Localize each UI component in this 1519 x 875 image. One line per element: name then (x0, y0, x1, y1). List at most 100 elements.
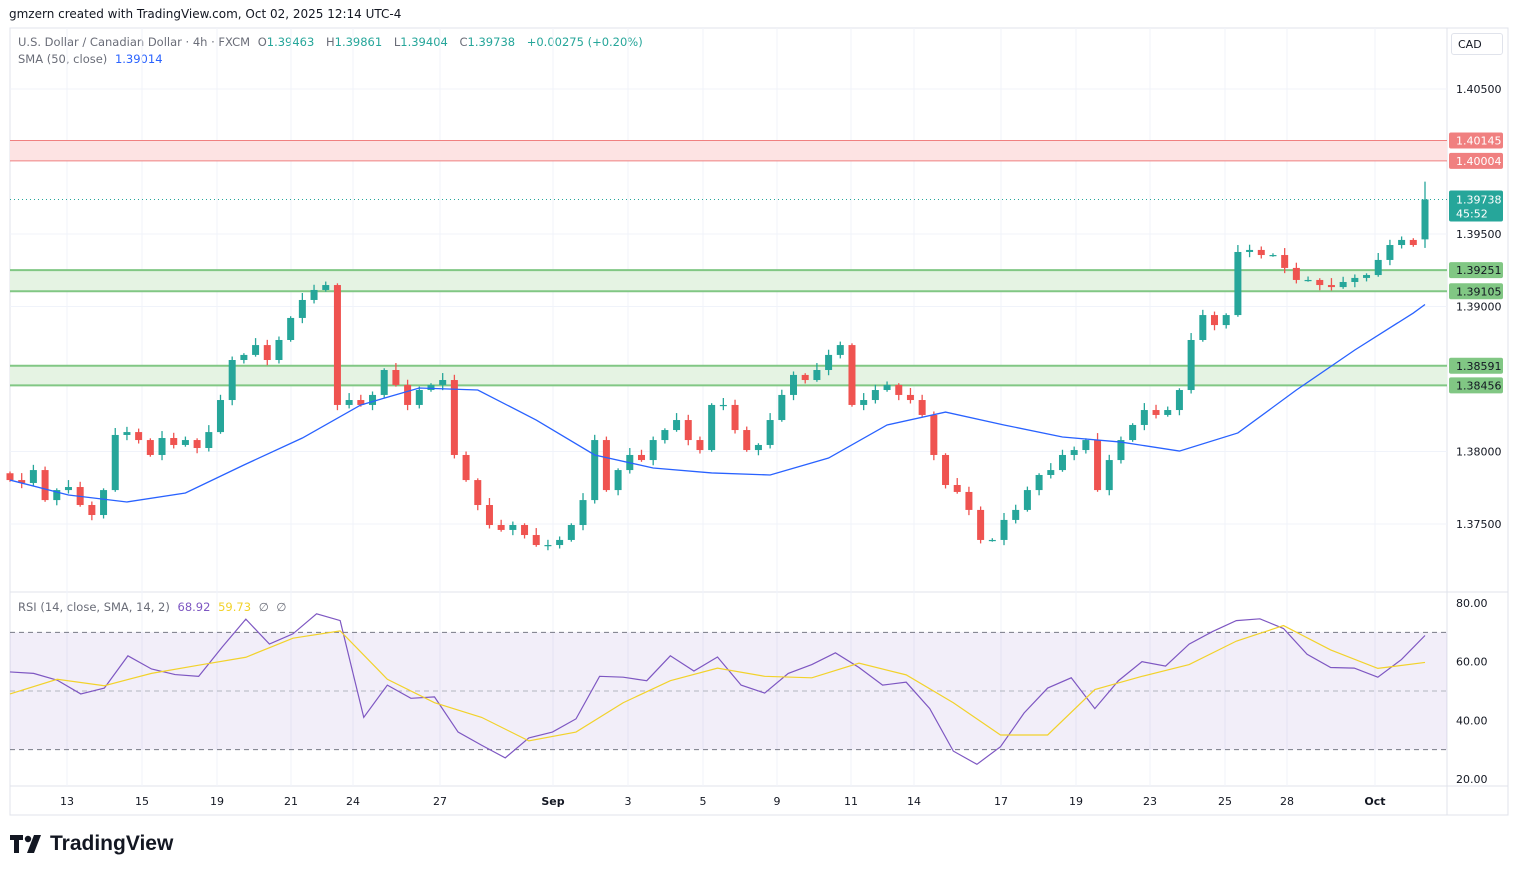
candle-body (216, 400, 224, 433)
candle-body (848, 345, 856, 405)
rsi-sma-value: 59.73 (218, 600, 252, 614)
time-axis-label: 17 (994, 795, 1008, 808)
candle-body (1058, 454, 1066, 471)
candle (1152, 404, 1160, 419)
candle-body (88, 505, 96, 516)
candle-body (1386, 245, 1394, 260)
candle (76, 481, 84, 507)
candle-body (1070, 450, 1078, 455)
candle (918, 394, 926, 417)
candle-body (673, 420, 681, 431)
candle-body (111, 434, 119, 491)
candle (637, 449, 645, 462)
candle-body (942, 454, 950, 485)
candle (684, 414, 692, 446)
candle-body (731, 404, 739, 431)
sma-label[interactable]: SMA (50, close) (18, 52, 108, 66)
support-price-tag (1449, 357, 1503, 374)
candle-body (322, 285, 330, 290)
candle-body (357, 400, 365, 405)
candle (1082, 438, 1090, 454)
chart-credit: gmzern created with TradingView.com, Oct… (9, 7, 402, 21)
time-axis-label: 24 (346, 795, 360, 808)
sma-value: 1.39014 (114, 52, 163, 66)
candle (111, 428, 119, 492)
candle (942, 453, 950, 489)
time-axis-label: 11 (844, 795, 858, 808)
candle-body (404, 384, 412, 405)
candle (1339, 276, 1347, 289)
candle-body (263, 345, 271, 361)
candle-body (649, 440, 657, 461)
candle (1058, 449, 1066, 472)
chart-frame (9, 27, 1509, 816)
candle (1175, 388, 1183, 416)
sma-legend: SMA (50, close) 1.39014 (18, 52, 167, 66)
bar-countdown: 45:52 (1456, 207, 1488, 220)
candle-body (333, 285, 341, 405)
candle (193, 438, 201, 454)
candle (88, 501, 96, 521)
candle (649, 436, 657, 466)
candle (1140, 403, 1148, 431)
candle (778, 389, 786, 422)
rsi-sma-line (9, 624, 1426, 742)
candle-body (567, 525, 575, 540)
time-axis-label: 5 (700, 795, 707, 808)
candle-body (1000, 519, 1008, 540)
candle (64, 480, 72, 494)
candle-body (1339, 281, 1347, 288)
candle-body (766, 420, 774, 445)
candle-body (439, 380, 447, 385)
candle (216, 394, 224, 434)
candle (673, 413, 681, 432)
candle-body (123, 432, 131, 435)
candle-body (1257, 249, 1265, 256)
candle-body (252, 345, 260, 355)
time-axis-label: 3 (625, 795, 632, 808)
candle (602, 436, 610, 492)
time-axis-label: 21 (284, 795, 298, 808)
rsi-null-2: ∅ (276, 600, 287, 614)
candle-body (965, 491, 973, 510)
candle (567, 523, 575, 542)
symbol-title[interactable]: U.S. Dollar / Canadian Dollar · 4h · FXC… (18, 35, 251, 49)
candle (1129, 423, 1137, 442)
candle (100, 488, 108, 519)
support-price-tag-text: 1.39251 (1456, 264, 1502, 277)
currency-button[interactable]: CAD (1451, 33, 1503, 55)
ohlc-high-value: 1.39861 (334, 35, 383, 49)
candle-body (1082, 440, 1090, 451)
candle (731, 399, 739, 434)
candle (427, 383, 435, 392)
ohlc-low: L1.39404 (394, 35, 452, 49)
ohlc-close-value: 1.39738 (467, 35, 516, 49)
sma-line (9, 303, 1426, 503)
candle (462, 451, 470, 482)
last-price-value: 1.39738 (1456, 193, 1502, 206)
price-axis-label: 1.38000 (1456, 446, 1502, 459)
candle (930, 411, 938, 461)
time-axis-label: 14 (907, 795, 921, 808)
tradingview-logo[interactable]: TradingView (10, 832, 173, 856)
candle (895, 383, 903, 401)
candle-body (602, 440, 610, 491)
candle-body (532, 535, 540, 546)
candle (1199, 309, 1207, 342)
candle-body (719, 404, 727, 407)
candle-body (146, 440, 154, 455)
candle-body (41, 470, 49, 501)
rsi-label[interactable]: RSI (14, close, SMA, 14, 2) (18, 600, 170, 614)
candle-body (977, 509, 985, 540)
candle-body (1398, 239, 1406, 246)
candle (322, 281, 330, 292)
candle (1023, 486, 1031, 512)
candle (1070, 446, 1078, 461)
candle-body (930, 414, 938, 455)
candle-body (193, 440, 201, 449)
candle (298, 293, 306, 324)
rsi-axis-label: 40.00 (1456, 714, 1488, 727)
candle-body (778, 394, 786, 421)
symbol-legend: U.S. Dollar / Canadian Dollar · 4h · FXC… (18, 35, 647, 49)
